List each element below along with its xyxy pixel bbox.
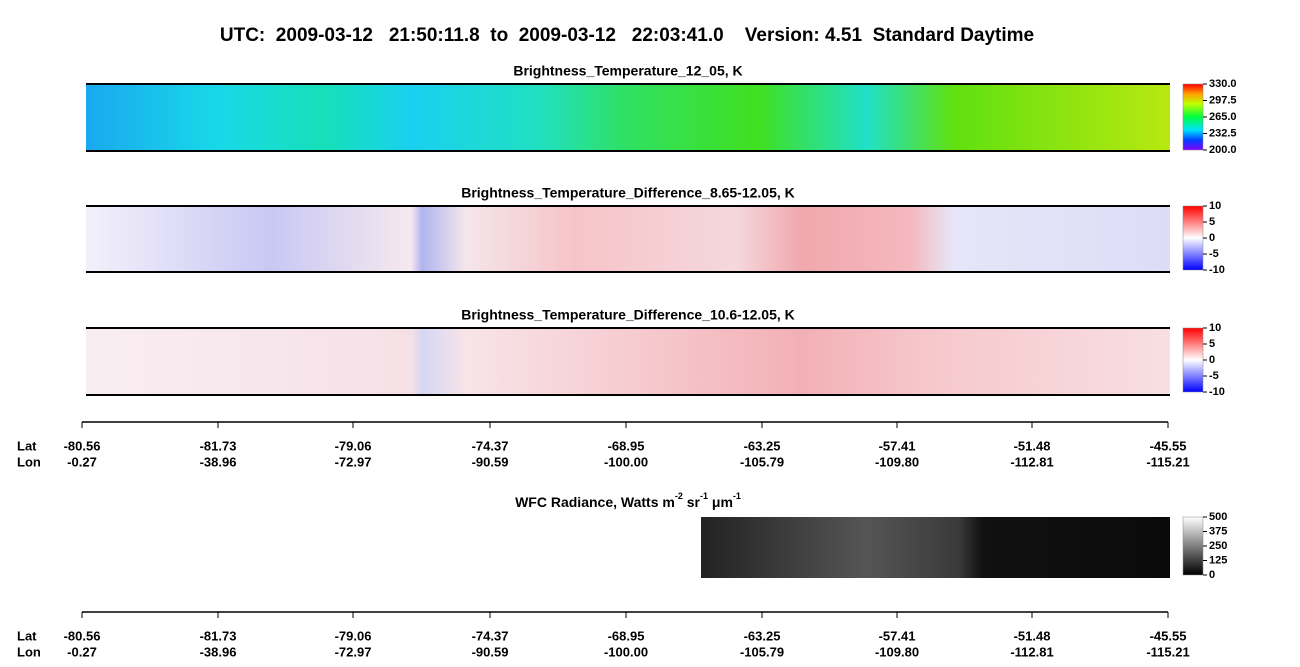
lat-tick-label: -79.06 <box>335 628 372 643</box>
colorbar-tick-label: 375 <box>1209 525 1227 537</box>
image-panel <box>86 206 1170 272</box>
colorbar-tick-label: -10 <box>1209 264 1225 276</box>
colorbar-tick-label: 5 <box>1209 338 1215 350</box>
colorbar <box>1182 327 1204 393</box>
lat-tick-label: -63.25 <box>744 438 781 453</box>
lon-tick-label: -0.27 <box>67 454 97 469</box>
lat-tick-label: -81.73 <box>200 628 237 643</box>
lon-tick-label: -112.81 <box>1010 454 1053 469</box>
lat-tick-label: -51.48 <box>1014 628 1051 643</box>
axis-row-label: Lon <box>17 454 41 469</box>
lon-tick-label: -100.00 <box>604 644 648 659</box>
axis-row-label: Lon <box>17 644 41 659</box>
lon-tick-label: -115.21 <box>1146 644 1189 659</box>
title-part: -2 <box>675 491 683 501</box>
lon-tick-label: -115.21 <box>1146 454 1189 469</box>
colorbar-tick-label: -5 <box>1209 248 1219 260</box>
colorbar-tick-label: 297.5 <box>1209 94 1237 106</box>
lat-tick-label: -45.55 <box>1150 438 1187 453</box>
lat-tick-label: -74.37 <box>472 438 509 453</box>
lat-tick-label: -79.06 <box>335 438 372 453</box>
colorbar-tick-label: 265.0 <box>1209 111 1237 123</box>
colorbar <box>1182 205 1204 271</box>
axis-row-label: Lat <box>17 628 37 643</box>
lat-tick-label: -57.41 <box>879 628 916 643</box>
lon-tick-label: -105.79 <box>740 644 784 659</box>
lat-tick-label: -81.73 <box>200 438 237 453</box>
lat-tick-label: -68.95 <box>608 628 645 643</box>
lat-tick-label: -63.25 <box>744 628 781 643</box>
colorbar-tick-label: 330.0 <box>1209 78 1237 90</box>
colorbar-tick-label: 0 <box>1209 354 1215 366</box>
lat-tick-label: -45.55 <box>1150 628 1187 643</box>
lat-tick-label: -57.41 <box>879 438 916 453</box>
image-panel <box>86 84 1170 151</box>
lat-tick-label: -80.56 <box>64 438 101 453</box>
lat-tick-label: -80.56 <box>64 628 101 643</box>
title-part: -1 <box>700 491 708 501</box>
panel-title: WFC Radiance, Watts m-2 sr-1 μm-1 <box>515 491 741 509</box>
lat-tick-label: -68.95 <box>608 438 645 453</box>
lon-tick-label: -38.96 <box>200 454 237 469</box>
lon-tick-label: -100.00 <box>604 454 648 469</box>
colorbar-tick-label: -10 <box>1209 386 1225 398</box>
lon-tick-label: -38.96 <box>200 644 237 659</box>
lon-tick-label: -72.97 <box>335 454 372 469</box>
lon-tick-label: -109.80 <box>875 454 919 469</box>
lon-tick-label: -90.59 <box>472 454 509 469</box>
colorbar-tick-label: -5 <box>1209 370 1219 382</box>
panel-title: Brightness_Temperature_Difference_10.6-1… <box>461 307 795 323</box>
colorbar-tick-label: 10 <box>1209 200 1221 212</box>
colorbar <box>1182 83 1204 151</box>
lon-tick-label: -109.80 <box>875 644 919 659</box>
colorbar-tick-label: 232.5 <box>1209 127 1237 139</box>
panel-title: Brightness_Temperature_Difference_8.65-1… <box>461 185 795 201</box>
colorbar-tick-label: 0 <box>1209 232 1215 244</box>
colorbar-tick-label: 200.0 <box>1209 144 1237 156</box>
colorbar-tick-label: 125 <box>1209 554 1227 566</box>
colorbar-tick-label: 10 <box>1209 322 1221 334</box>
colorbar-tick-label: 500 <box>1209 511 1227 523</box>
title-part: WFC Radiance, Watts m <box>515 494 675 510</box>
title-part: -1 <box>733 491 741 501</box>
panel-borders <box>86 83 1170 396</box>
lon-tick-label: -72.97 <box>335 644 372 659</box>
title-part: μm <box>708 494 733 510</box>
title-part: sr <box>683 494 701 510</box>
page-title: UTC: 2009-03-12 21:50:11.8 to 2009-03-12… <box>220 25 1034 46</box>
image-panel <box>701 517 1170 578</box>
panel-title: Brightness_Temperature_12_05, K <box>513 63 742 79</box>
lon-tick-label: -112.81 <box>1010 644 1053 659</box>
image-panel <box>86 328 1170 395</box>
lat-tick-label: -74.37 <box>472 628 509 643</box>
lon-tick-label: -105.79 <box>740 454 784 469</box>
colorbar <box>1182 516 1204 576</box>
axis-row-label: Lat <box>17 438 37 453</box>
lon-tick-label: -0.27 <box>67 644 97 659</box>
colorbar-tick-label: 5 <box>1209 216 1215 228</box>
colorbar-tick-label: 250 <box>1209 540 1227 552</box>
lat-tick-label: -51.48 <box>1014 438 1051 453</box>
lon-tick-label: -90.59 <box>472 644 509 659</box>
colorbar-tick-label: 0 <box>1209 569 1215 581</box>
